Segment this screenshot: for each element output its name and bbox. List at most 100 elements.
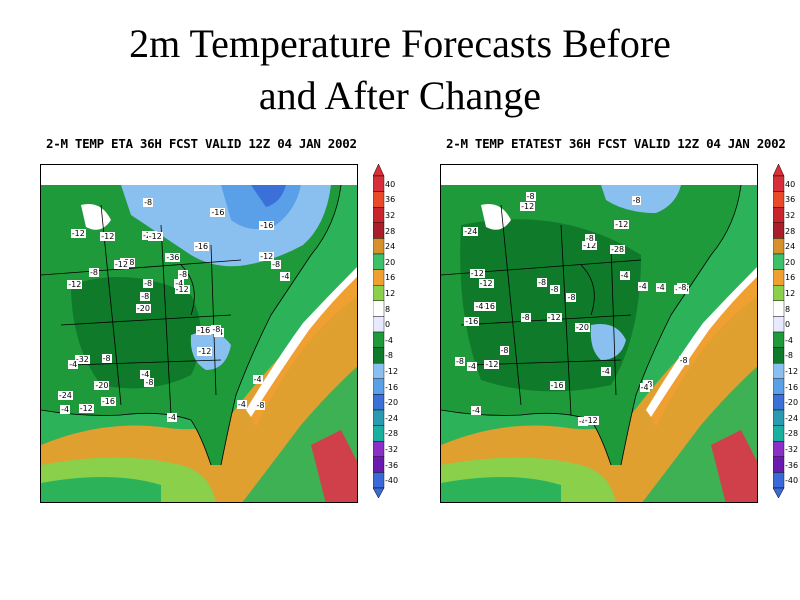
colorbar-swatch xyxy=(372,284,385,301)
colorbar-swatch xyxy=(372,300,385,317)
contour-label: -12 xyxy=(478,278,494,288)
colorbar-label: 20 xyxy=(385,257,396,267)
colorbar-label: -36 xyxy=(785,460,799,470)
colorbar-label: -4 xyxy=(385,335,393,345)
contour-label: -4 xyxy=(68,359,79,369)
slide-title-line2: and After Change xyxy=(258,73,542,118)
colorbar-label: 28 xyxy=(385,226,396,236)
contour-label: -24 xyxy=(463,226,479,236)
contour-label: -12 xyxy=(174,285,190,295)
colorbar-label: 16 xyxy=(785,273,796,283)
colorbar-swatch xyxy=(772,331,785,348)
forecast-panel-after: 2-M TEMP ETATEST 36H FCST VALID 12Z 04 J… xyxy=(440,136,800,506)
slide-title-line1: 2m Temperature Forecasts Before xyxy=(129,21,671,66)
colorbar-swatch xyxy=(772,362,785,379)
contour-label: -16 xyxy=(464,316,480,326)
colorbar-arrow-bottom xyxy=(772,487,785,499)
colorbar-swatch xyxy=(772,472,785,489)
colorbar-before: 40 36 32 28 24 20 16 12 8 0 -4 -8 -12 -16 -20 -24 -28 -32… xyxy=(372,163,403,504)
colorbar-swatches-after xyxy=(772,163,785,499)
colorbar-label: -40 xyxy=(785,476,799,486)
contour-label: -12 xyxy=(484,359,500,369)
contour-label: -12 xyxy=(582,241,598,250)
contour-label: -4 xyxy=(470,406,481,416)
colorbar-swatch xyxy=(772,441,785,458)
colorbar-label: 24 xyxy=(385,242,396,252)
contour-label: -8 xyxy=(271,260,282,270)
colorbar-label: 0 xyxy=(785,320,791,330)
colorbar-swatches-before xyxy=(372,163,385,499)
colorbar-label: -36 xyxy=(385,460,399,470)
colorbar-swatch xyxy=(772,409,785,426)
contour-label: -16 xyxy=(196,326,212,336)
colorbar-swatch xyxy=(772,425,785,442)
contour-label: -8 xyxy=(88,268,99,278)
contour-label: -8 xyxy=(520,312,531,322)
colorbar-label: -20 xyxy=(385,398,399,408)
colorbar-label: -40 xyxy=(385,476,399,486)
colorbar-label: 16 xyxy=(385,273,396,283)
contour-label: -16 xyxy=(549,381,565,391)
contour-label: -36 xyxy=(165,253,181,263)
colorbar-swatch xyxy=(372,207,385,224)
colorbar-label: 12 xyxy=(785,289,796,298)
colorbar-swatch xyxy=(772,222,785,239)
colorbar-after: 40 36 32 28 24 20 16 12 8 0 -4 -8 -12 -16 -20 -24 -28 -32… xyxy=(772,163,800,504)
contour-label: -12 xyxy=(546,312,562,322)
contour-label: -8 xyxy=(677,282,688,292)
contour-labels-before: -8-12-16-20-16-12-24-36-32-28-24-20-12-8… xyxy=(41,165,357,502)
contour-label: -8 xyxy=(140,291,151,301)
contour-label: -8 xyxy=(631,195,642,205)
contour-label: -12 xyxy=(469,268,485,278)
contour-label: -4 xyxy=(619,270,630,280)
colorbar-swatch xyxy=(372,331,385,348)
temperature-map-before: -8-12-16-20-16-12-24-36-32-28-24-20-12-8… xyxy=(40,164,358,503)
contour-label: -8 xyxy=(178,269,189,279)
colorbar-swatch xyxy=(772,300,785,317)
colorbar-label: 36 xyxy=(385,195,396,205)
contour-label: -12 xyxy=(70,228,86,238)
colorbar-swatch xyxy=(372,238,385,255)
colorbar-swatch xyxy=(772,347,785,364)
colorbar-label: -24 xyxy=(385,413,399,423)
colorbar-swatch xyxy=(372,191,385,208)
contour-label: -4 xyxy=(167,413,178,423)
colorbar-swatch xyxy=(772,175,785,192)
colorbar-swatch xyxy=(372,175,385,192)
contour-label: -4 xyxy=(466,361,477,371)
contour-label: -8 xyxy=(549,285,560,295)
temperature-map-after: -8-12-16-12-20-16-24-28-16-12-8-4-12-8-4… xyxy=(440,164,758,503)
colorbar-label: -16 xyxy=(385,382,399,392)
contour-label: -12 xyxy=(614,220,630,230)
contour-label: -16 xyxy=(259,221,275,230)
colorbar-swatch xyxy=(772,378,785,395)
colorbar-swatch xyxy=(772,316,785,333)
contour-label: -12 xyxy=(67,279,83,289)
contour-label: -8 xyxy=(143,278,154,288)
contour-label: -12 xyxy=(583,416,599,426)
colorbar-label: 12 xyxy=(385,289,396,298)
contour-label: -8 xyxy=(678,355,689,365)
contour-label: -20 xyxy=(135,304,151,314)
colorbar-swatch xyxy=(372,347,385,364)
colorbar-label: -4 xyxy=(785,335,793,345)
colorbar-arrow-top xyxy=(772,163,785,177)
contour-label: -4 xyxy=(639,383,650,393)
contour-label: -4 xyxy=(577,417,588,427)
colorbar-swatch xyxy=(372,269,385,286)
colorbar-label: 24 xyxy=(785,242,796,252)
colorbar-label: -32 xyxy=(785,445,799,454)
colorbar-swatch xyxy=(772,238,785,255)
contour-label: -4 xyxy=(252,375,263,385)
contour-label: -12 xyxy=(113,259,129,269)
contour-label: -12 xyxy=(78,404,94,414)
colorbar-label: 32 xyxy=(385,211,396,220)
contour-label: -16 xyxy=(194,242,210,252)
colorbar-swatch xyxy=(772,456,785,473)
colorbar-swatch xyxy=(372,456,385,473)
contour-label: -4 xyxy=(474,302,485,312)
contour-label: -8 xyxy=(143,198,154,208)
colorbar-label: 32 xyxy=(785,211,796,220)
colorbar-swatch xyxy=(772,284,785,301)
contour-label: -28 xyxy=(610,245,626,254)
